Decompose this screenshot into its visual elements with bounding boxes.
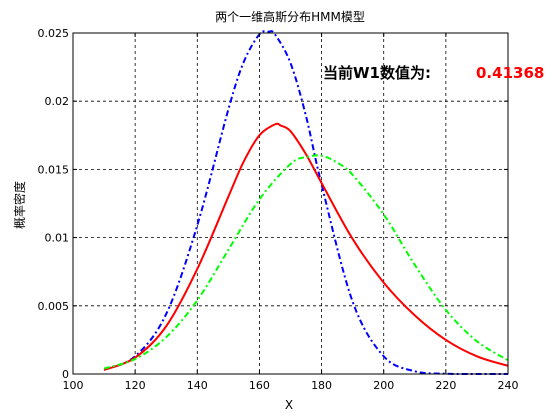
- plot-frame: [72, 32, 509, 375]
- x-tick-label: 140: [187, 379, 208, 392]
- y-tick-label: 0: [62, 368, 69, 381]
- x-tick-label: 180: [311, 379, 332, 392]
- w1-annotation-value: 0.41368: [476, 64, 544, 82]
- w1-annotation-label: 当前W1数值为:: [323, 64, 431, 82]
- series-layer: [103, 30, 509, 376]
- chart-title: 两个一维高斯分布HMM模型: [215, 9, 365, 24]
- series-line-2: [103, 122, 509, 371]
- x-tick-label: 200: [373, 379, 394, 392]
- tick-layer: 100 120 140 160 180 200 220 240 0 0.005 0.01 0.015 0…: [38, 27, 519, 392]
- y-axis-title: 概率密度: [12, 181, 27, 229]
- x-tick-label: 120: [125, 379, 146, 392]
- series-line-3: [103, 154, 509, 370]
- y-tick-label: 0.01: [45, 232, 70, 245]
- y-tick-label: 0.02: [45, 95, 70, 108]
- grid-layer: [73, 33, 508, 374]
- x-tick-label: 100: [63, 379, 84, 392]
- y-tick-label: 0.005: [38, 300, 70, 313]
- x-tick-label: 240: [498, 379, 519, 392]
- y-tick-label: 0.025: [38, 27, 70, 40]
- x-tick-label: 220: [435, 379, 456, 392]
- x-axis-title: X: [285, 398, 293, 412]
- y-tick-label: 0.015: [38, 163, 70, 176]
- series-line-1: [103, 30, 509, 376]
- x-tick-label: 160: [249, 379, 270, 392]
- w1-annotation: 当前W1数值为: 0.41368: [323, 63, 544, 82]
